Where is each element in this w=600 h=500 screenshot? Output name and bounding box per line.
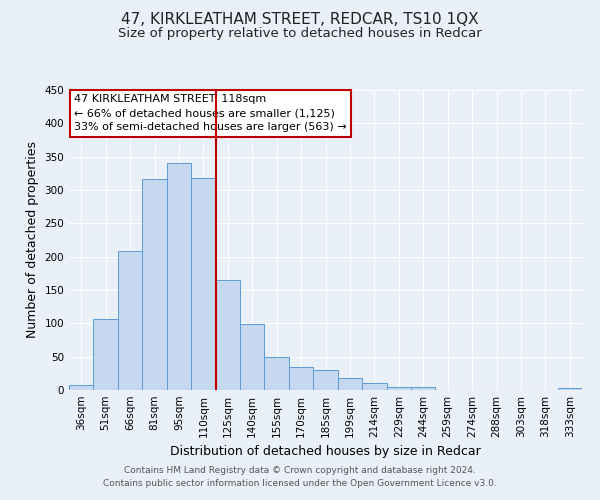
Bar [167,162,191,390]
Bar [411,386,436,390]
Bar [265,356,289,390]
Bar [142,180,167,390]
X-axis label: Distribution of detached houses by size in Redcar: Distribution of detached houses by size … [170,446,481,458]
Text: 47 KIRKLEATHAM STREET: 118sqm
← 66% of detached houses are smaller (1,125)
33% o: 47 KIRKLEATHAM STREET: 118sqm ← 66% of d… [74,94,347,132]
Text: Size of property relative to detached houses in Redcar: Size of property relative to detached ho… [118,28,482,40]
Bar [215,280,240,390]
Bar [240,324,265,390]
Text: 47, KIRKLEATHAM STREET, REDCAR, TS10 1QX: 47, KIRKLEATHAM STREET, REDCAR, TS10 1QX [121,12,479,28]
Bar [386,388,411,390]
Bar [362,384,386,390]
Bar [313,370,338,390]
Bar [191,178,215,390]
Bar [69,386,94,390]
Y-axis label: Number of detached properties: Number of detached properties [26,142,39,338]
Bar [118,250,142,390]
Text: Contains HM Land Registry data © Crown copyright and database right 2024.
Contai: Contains HM Land Registry data © Crown c… [103,466,497,487]
Bar [94,320,118,390]
Bar [557,388,582,390]
Bar [289,366,313,390]
Bar [338,378,362,390]
